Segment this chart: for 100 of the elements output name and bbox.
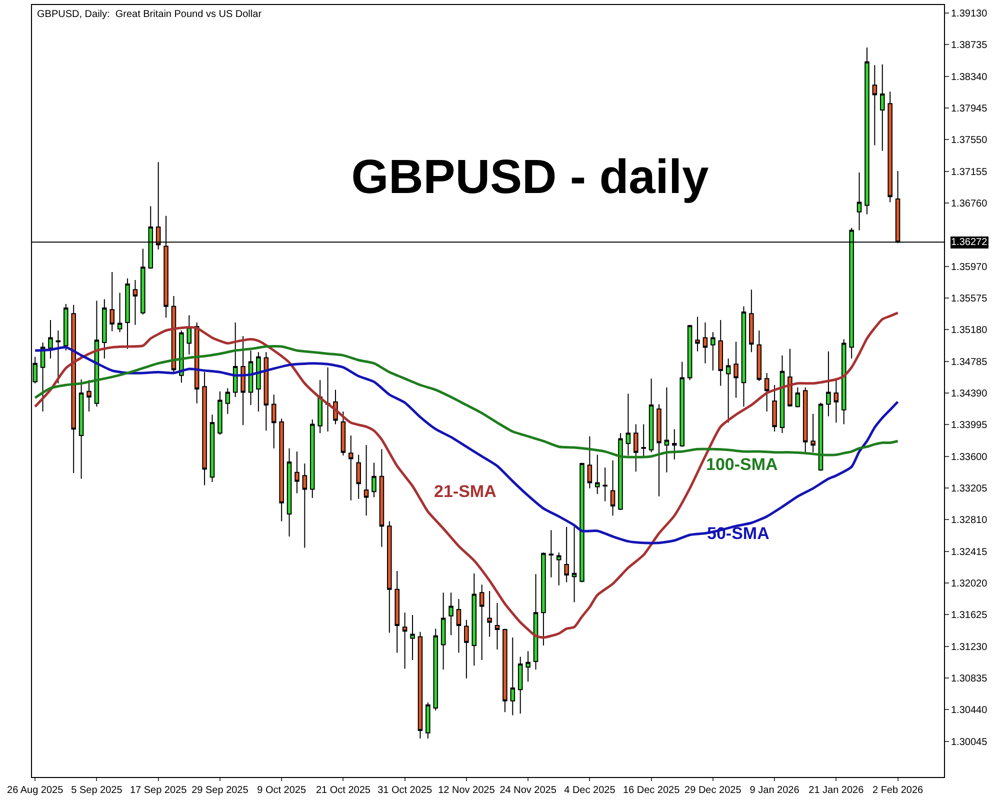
candlestick — [387, 520, 392, 634]
candlestick — [548, 530, 554, 578]
candlestick — [572, 526, 577, 603]
y-tick-label: 1.37155 — [951, 166, 988, 178]
candlestick — [618, 432, 623, 511]
candlestick — [687, 324, 692, 381]
candlestick — [48, 320, 53, 360]
y-tick-label: 1.35180 — [951, 325, 988, 336]
y-tick-label: 1.33995 — [951, 420, 988, 432]
x-tick-label: 9 Jan 2026 — [750, 785, 800, 796]
x-tick-label: 5 Sep 2025 — [71, 785, 123, 796]
line-series — [34, 312, 900, 639]
candlestick — [110, 271, 114, 332]
candlestick — [741, 306, 746, 408]
y-tick-label: 1.35575 — [951, 294, 988, 305]
line-series — [34, 346, 900, 544]
candlestick — [356, 454, 361, 500]
candlestick — [872, 64, 878, 146]
candlestick — [526, 650, 530, 682]
y-tick-label: 1.35970 — [951, 262, 988, 273]
candlestick — [518, 656, 523, 714]
candlestick — [888, 91, 892, 203]
y-tick-label: 1.37550 — [951, 135, 988, 146]
candlestick — [864, 46, 870, 215]
candlestick — [641, 424, 646, 458]
y-tick-label: 1.34785 — [951, 356, 988, 368]
candlestick — [580, 462, 584, 583]
ref-line-label: 1.36272 — [951, 237, 988, 248]
candlestick — [318, 380, 322, 434]
x-tick-label: 4 Dec 2025 — [564, 785, 616, 796]
candlestick — [880, 64, 885, 152]
candlestick — [656, 404, 662, 497]
candlestick — [279, 418, 284, 522]
series-label: 21-SMA — [434, 482, 496, 501]
candlestick — [695, 316, 700, 352]
candlestick — [749, 289, 754, 353]
x-tick-label: 17 Sep 2025 — [130, 785, 188, 796]
x-tick-label: 16 Dec 2025 — [622, 785, 680, 796]
candlestick — [702, 322, 708, 364]
candlestick — [372, 462, 376, 498]
candlestick — [248, 350, 254, 406]
candlestick — [286, 448, 292, 537]
chart-subtitle: GBPUSD, Daily: Great Britain Pound vs US Dollar — [37, 9, 262, 20]
y-tick-label: 1.39130 — [951, 8, 988, 20]
x-tick-label: 21 Oct 2025 — [316, 785, 371, 796]
candlestick — [264, 352, 269, 432]
y-tick-label: 1.34390 — [951, 388, 988, 400]
y-tick-label: 1.33205 — [951, 484, 988, 494]
y-tick-label: 1.30835 — [951, 673, 988, 684]
x-tick-label: 24 Nov 2025 — [500, 785, 557, 796]
candlestick — [487, 590, 492, 638]
candlestick — [125, 278, 130, 350]
candlestick — [410, 614, 415, 660]
candlestick — [448, 592, 454, 636]
candlestick — [718, 320, 724, 386]
x-tick-label: 12 Nov 2025 — [438, 785, 496, 796]
candlestick — [556, 552, 562, 586]
y-tick-label: 1.37945 — [951, 104, 988, 115]
y-tick-label: 1.38340 — [951, 72, 988, 83]
candlestick — [826, 350, 831, 417]
candlestick — [710, 332, 716, 372]
candlestick — [856, 172, 862, 231]
candlestick — [340, 410, 346, 456]
candlestick — [502, 628, 508, 713]
candlestick — [626, 393, 631, 456]
candlestick — [402, 612, 408, 670]
candlestick — [140, 248, 146, 315]
candlestick — [132, 279, 138, 326]
candlestick — [202, 372, 207, 486]
x-tick-label: 21 Jan 2026 — [808, 785, 864, 796]
y-tick-label: 1.30045 — [951, 736, 988, 748]
candlestick — [834, 378, 839, 424]
candlestick — [71, 304, 76, 474]
candlestick — [533, 574, 538, 670]
candlestick — [810, 413, 816, 453]
candlestick — [664, 386, 670, 473]
candlestick — [379, 448, 384, 548]
candlestick — [426, 702, 430, 740]
y-tick-label: 1.32810 — [951, 515, 988, 526]
candlestick — [756, 330, 762, 382]
series-label: 100-SMA — [706, 455, 778, 474]
y-tick-label: 1.32020 — [951, 578, 988, 590]
candlestick — [494, 602, 500, 650]
candlestick — [841, 338, 846, 425]
x-tick-label: 2 Feb 2026 — [872, 785, 924, 796]
y-tick-label: 1.36760 — [951, 198, 988, 210]
y-tick-label: 1.31625 — [951, 610, 988, 622]
candlestick — [634, 424, 638, 472]
y-tick-label: 1.30440 — [951, 705, 988, 716]
y-tick-label: 1.31230 — [951, 642, 988, 653]
candlestick — [780, 354, 785, 434]
candlestick — [680, 361, 684, 448]
candlestick — [594, 454, 600, 495]
candlestick — [56, 330, 61, 384]
y-tick-label: 1.32415 — [951, 546, 988, 558]
candlestick — [648, 378, 654, 453]
x-tick-label: 26 Aug 2025 — [6, 785, 64, 796]
candlestick — [788, 348, 792, 408]
candlestick — [225, 388, 230, 414]
candlestick — [218, 390, 222, 436]
